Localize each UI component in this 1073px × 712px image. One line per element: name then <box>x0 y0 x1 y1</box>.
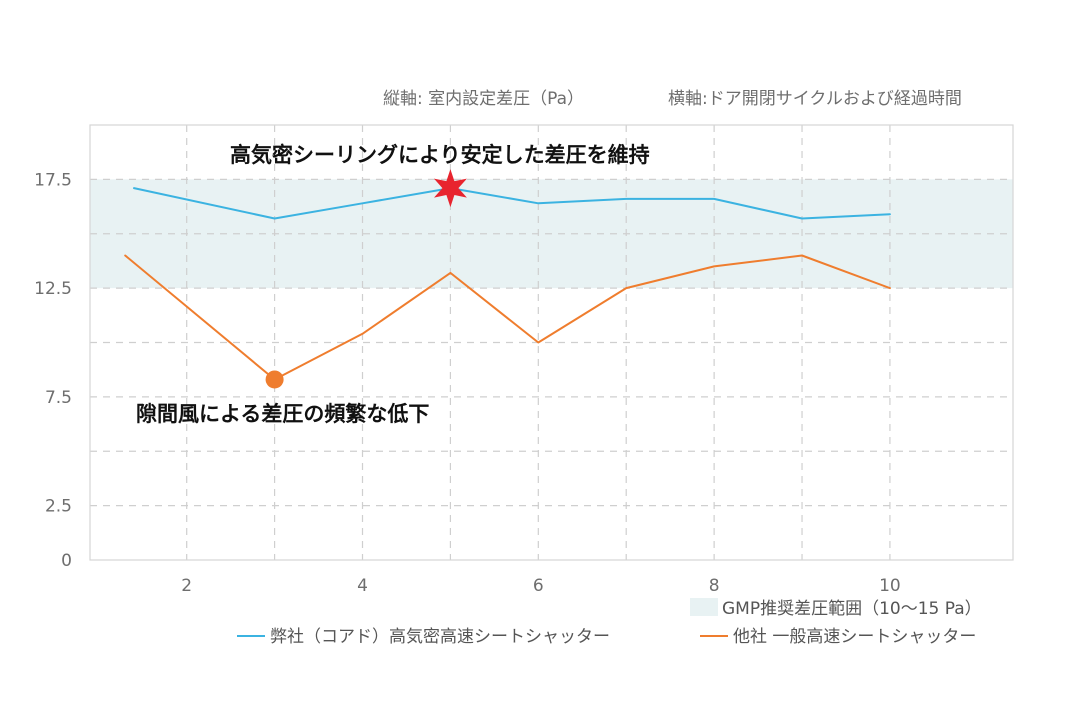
markers <box>265 169 467 389</box>
tick-labels: 0 2.5 7.5 12.5 17.5 2 4 6 8 10 <box>34 170 901 596</box>
annotation-stable: 高気密シーリングにより安定した差圧を維持 <box>230 143 650 167</box>
x-tick-label: 8 <box>709 576 720 596</box>
grid <box>90 125 1013 560</box>
legend-label-series-0: 弊社（コアド）高気密高速シートシャッター <box>270 627 610 647</box>
legend-label-series-1: 他社 一般高速シートシャッター <box>733 627 976 647</box>
y-tick-label: 12.5 <box>34 279 72 299</box>
series <box>124 187 891 381</box>
y-tick-label: 2.5 <box>45 497 72 517</box>
y-tick-label: 7.5 <box>45 388 72 408</box>
y-tick-label: 17.5 <box>34 170 72 190</box>
series-line-0 <box>133 187 891 220</box>
plot-frame <box>89 124 1014 561</box>
legend-label-band: GMP推奨差圧範囲（10〜15 Pa） <box>722 599 982 619</box>
x-tick-label: 2 <box>181 576 192 596</box>
y-axis-note: 縦軸: 室内設定差圧（Pa） <box>383 89 584 109</box>
x-tick-label: 10 <box>879 576 901 596</box>
x-tick-label: 6 <box>533 576 544 596</box>
series-line-1 <box>124 254 891 381</box>
legend-swatch-band <box>690 598 718 616</box>
legend: GMP推奨差圧範囲（10〜15 Pa） 弊社（コアド）高気密高速シートシャッター… <box>237 598 982 647</box>
y-tick-label: 0 <box>61 551 72 571</box>
annotation-drop: 隙間風による差圧の頻繁な低下 <box>136 402 429 426</box>
x-axis-note: 横軸:ドア開閉サイクルおよび経過時間 <box>668 89 962 109</box>
x-tick-label: 4 <box>357 576 368 596</box>
stable-marker-star <box>434 169 467 208</box>
drop-marker-circle <box>265 370 284 389</box>
